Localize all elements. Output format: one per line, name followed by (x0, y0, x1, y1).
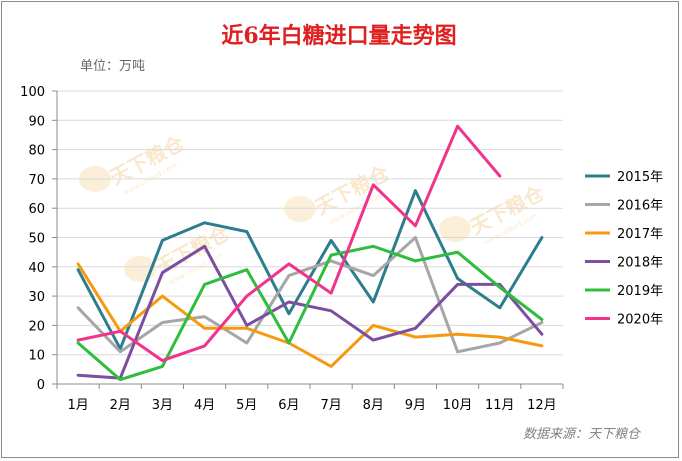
x-tick-label: 7月 (320, 398, 341, 413)
x-tick-label: 5月 (236, 398, 257, 413)
legend-label: 2018年 (617, 256, 663, 271)
series-line-2020年 (76, 124, 502, 363)
x-tick-labels: 1月 2月 3月 4月 5月 6月 7月 8月 9月 10月 11月 12月 (67, 398, 556, 413)
y-tick-label: 60 (28, 202, 45, 217)
legend-label: 2015年 (617, 170, 663, 185)
legend-label: 2016年 (617, 199, 663, 214)
x-tick-label: 2月 (110, 398, 131, 413)
y-tick-label: 70 (28, 173, 45, 188)
x-tick-label: 4月 (194, 398, 215, 413)
grid-lines (57, 90, 563, 356)
series-line-2017年 (76, 262, 544, 368)
watermark-logo-2 (439, 216, 471, 242)
series-lines (76, 124, 544, 382)
y-tick-label: 30 (28, 290, 45, 305)
y-tick-label: 10 (28, 349, 45, 364)
x-tick-label: 3月 (152, 398, 173, 413)
legend-label: 2020年 (617, 313, 663, 328)
legend-label: 2017年 (617, 227, 663, 242)
series-line-2019年 (76, 244, 544, 382)
y-tick-label: 80 (28, 144, 45, 159)
y-tick-labels: 0 10 20 30 40 50 60 70 80 90 100 (20, 85, 45, 393)
axes (52, 90, 564, 389)
y-tick-label: 50 (28, 232, 45, 247)
x-tick-label: 1月 (67, 398, 88, 413)
x-tick-label: 8月 (363, 398, 384, 413)
x-tick-label: 11月 (485, 398, 515, 413)
y-tick-label: 100 (20, 85, 45, 100)
legend: 2015年 2016年 2017年 2018年 2019年 2020年 (585, 170, 663, 328)
chart-title: 近6年白糖进口量走势图 (221, 23, 456, 49)
y-tick-label: 0 (37, 378, 45, 393)
unit-label: 单位：万吨 (80, 59, 145, 74)
y-tick-label: 40 (28, 261, 45, 276)
series-line-2016年 (76, 236, 544, 354)
legend-label: 2019年 (617, 284, 663, 299)
x-tick-label: 9月 (405, 398, 426, 413)
x-tick-label: 6月 (278, 398, 299, 413)
series-line-2018年 (76, 244, 544, 380)
source-note: 数据来源：天下粮仓 (523, 427, 642, 442)
watermark-logo-1 (284, 196, 316, 222)
x-tick-label: 10月 (443, 398, 473, 413)
x-tick-label: 12月 (527, 398, 557, 413)
y-tick-label: 20 (28, 319, 45, 334)
y-tick-label: 90 (28, 114, 45, 129)
